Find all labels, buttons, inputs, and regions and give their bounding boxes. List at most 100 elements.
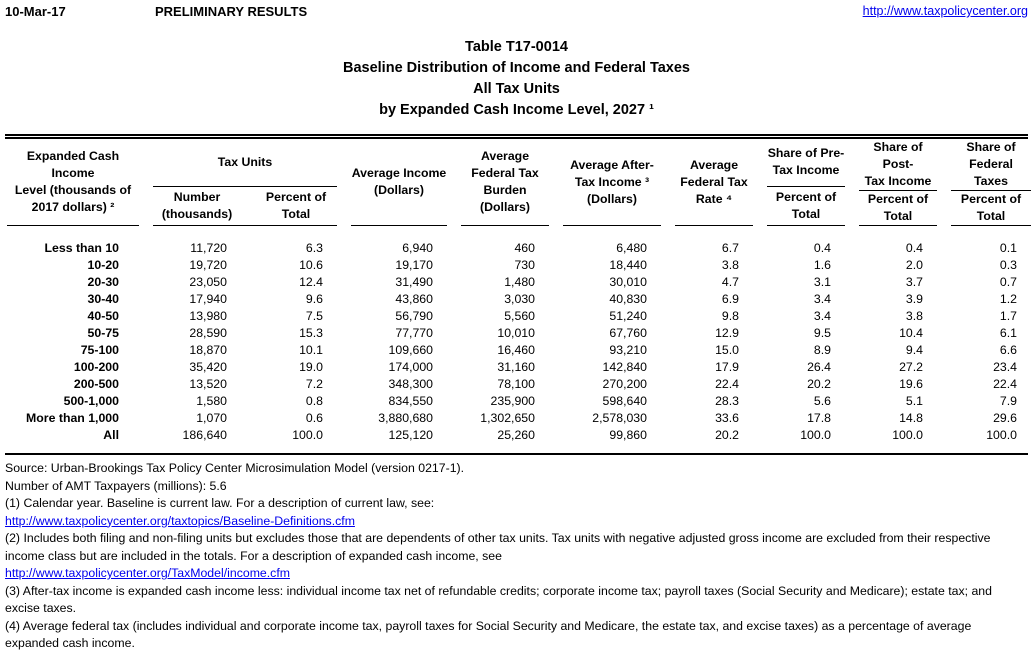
share-pre-tax-percent-of-total: Percent of Total [775, 189, 837, 221]
cell-average-federal-tax-rate: 17.9 [715, 360, 739, 374]
taxpolicycenter-link[interactable]: http://www.taxpolicycenter.org [862, 4, 1028, 18]
cell-average-income: 19,170 [395, 258, 433, 272]
table-title: Baseline Distribution of Income and Fede… [342, 60, 690, 76]
cell-share-federal-taxes: 0.7 [999, 275, 1017, 289]
footnote-3: (3) After-tax income is expanded cash in… [5, 583, 992, 616]
cell-average-federal-tax-burden: 1,480 [504, 275, 535, 289]
cell-share-pre-tax-income: 8.9 [813, 343, 831, 357]
row-label: 100-200 [73, 360, 119, 374]
cell-share-federal-taxes: 22.4 [993, 377, 1017, 391]
cell-share-federal-taxes: 29.6 [993, 411, 1017, 425]
cell-percent-of-total-units: 0.6 [305, 411, 323, 425]
cell-average-federal-tax-burden: 78,100 [497, 377, 535, 391]
table-row: 200-500 13,520 7.2 348,300 78,100 270,20… [5, 376, 1028, 393]
cell-average-federal-tax-rate: 22.4 [715, 377, 739, 391]
cell-percent-of-total-units: 15.3 [299, 326, 323, 340]
share-post-tax-percent-of-total: Percent of Total [867, 192, 929, 223]
cell-average-income: 834,550 [388, 394, 433, 408]
row-label: 30-40 [87, 292, 119, 306]
share-federal-taxes-label: Share of Federal Taxes [966, 140, 1016, 188]
share-post-tax-label: Share of Post- Tax Income [864, 140, 932, 188]
row-label: 75-100 [80, 343, 119, 357]
cell-average-income: 109,660 [388, 343, 433, 357]
col-header-number-thousands: Number (thousands) [161, 189, 233, 221]
cell-number-thousands: 11,720 [190, 241, 227, 255]
cell-average-federal-tax-burden: 235,900 [490, 394, 535, 408]
table-row: 50-75 28,590 15.3 77,770 10,010 67,760 1… [5, 325, 1028, 342]
cell-average-after-tax-income: 2,578,030 [592, 411, 647, 425]
cell-share-federal-taxes: 1.7 [999, 309, 1017, 323]
cell-percent-of-total-units: 12.4 [299, 275, 323, 289]
cell-number-thousands: 28,590 [189, 326, 227, 340]
preliminary-results-label: PRELIMINARY RESULTS [155, 4, 308, 19]
amt-taxpayers-note: Number of AMT Taxpayers (millions): 5.6 [5, 478, 227, 493]
baseline-definitions-link[interactable]: http://www.taxpolicycenter.org/taxtopics… [5, 513, 355, 528]
row-label: 200-500 [73, 377, 119, 391]
title-block: Table T17-0014 Baseline Distribution of … [5, 37, 1028, 121]
cell-share-post-tax-income: 5.1 [905, 394, 923, 408]
table-row: 40-50 13,980 7.5 56,790 5,560 51,240 9.8… [5, 308, 1028, 325]
cell-average-federal-tax-rate: 6.9 [721, 292, 739, 306]
table-header: Expanded Cash Income Level (thousands of… [5, 139, 1031, 226]
cell-number-thousands: 1,580 [196, 394, 227, 408]
table-row: 75-100 18,870 10.1 109,660 16,460 93,210… [5, 342, 1028, 359]
cell-share-post-tax-income: 19.6 [899, 377, 923, 391]
cell-average-federal-tax-rate: 9.8 [721, 309, 739, 323]
cell-average-after-tax-income: 67,760 [609, 326, 647, 340]
data-table: Expanded Cash Income Level (thousands of… [5, 134, 1031, 455]
cell-average-federal-tax-rate: 20.2 [715, 428, 739, 442]
cell-share-federal-taxes: 100.0 [986, 428, 1017, 442]
cell-number-thousands: 1,070 [196, 411, 227, 425]
source-note: Source: Urban-Brookings Tax Policy Cente… [5, 461, 465, 475]
cell-average-after-tax-income: 51,240 [609, 309, 647, 323]
cell-average-after-tax-income: 270,200 [602, 377, 647, 391]
cell-number-thousands: 23,050 [189, 275, 227, 289]
cell-share-post-tax-income: 14.8 [899, 411, 923, 425]
cell-share-pre-tax-income: 100.0 [800, 428, 831, 442]
footnote-2: (2) Includes both filing and non-filing … [5, 531, 991, 563]
cell-share-post-tax-income: 10.4 [899, 326, 923, 340]
table-row: 500-1,000 1,580 0.8 834,550 235,900 598,… [5, 393, 1028, 410]
cell-average-after-tax-income: 18,440 [609, 258, 647, 272]
table-row: All 186,640 100.0 125,120 25,260 99,860 … [5, 427, 1028, 444]
table-row: 20-30 23,050 12.4 31,490 1,480 30,010 4.… [5, 274, 1028, 291]
table-subtitle-level: by Expanded Cash Income Level, 2027 ¹ [379, 102, 654, 118]
row-label: All [103, 428, 119, 442]
footnote-4: (4) Average federal tax (includes indivi… [5, 618, 972, 651]
cell-average-federal-tax-burden: 31,160 [497, 360, 535, 374]
cell-number-thousands: 17,940 [189, 292, 227, 306]
cell-share-post-tax-income: 3.9 [905, 292, 923, 306]
cell-average-federal-tax-burden: 25,260 [497, 428, 535, 442]
cell-average-after-tax-income: 6,480 [616, 241, 647, 255]
row-label: More than 1,000 [26, 411, 119, 425]
cell-share-pre-tax-income: 5.6 [813, 394, 831, 408]
cell-average-after-tax-income: 598,640 [602, 394, 647, 408]
cell-share-federal-taxes: 0.3 [999, 258, 1017, 272]
cell-average-after-tax-income: 30,010 [609, 275, 647, 289]
cell-share-post-tax-income: 27.2 [899, 360, 923, 374]
cell-share-pre-tax-income: 3.4 [813, 309, 831, 323]
cell-average-federal-tax-rate: 12.9 [715, 326, 739, 340]
share-pre-tax-rule [767, 185, 845, 187]
cell-average-federal-tax-rate: 15.0 [715, 343, 739, 357]
table-row: More than 1,000 1,070 0.6 3,880,680 1,30… [5, 410, 1028, 427]
cell-share-federal-taxes: 7.9 [999, 394, 1017, 408]
cell-number-thousands: 18,870 [189, 343, 227, 357]
col-header-average-federal-tax-rate: Average Federal Tax Rate ⁴ [675, 139, 753, 226]
cell-average-after-tax-income: 40,830 [609, 292, 647, 306]
table-bottom-rule [5, 453, 1028, 455]
cell-average-income: 6,940 [402, 241, 433, 255]
table-row: 10-20 19,720 10.6 19,170 730 18,440 3.8 … [5, 257, 1028, 274]
cell-average-federal-tax-burden: 1,302,650 [480, 411, 535, 425]
cell-percent-of-total-units: 100.0 [292, 428, 323, 442]
cell-share-federal-taxes: 6.1 [999, 326, 1017, 340]
row-label: 20-30 [87, 275, 119, 289]
expanded-cash-income-link[interactable]: http://www.taxpolicycenter.org/TaxModel/… [5, 566, 290, 580]
cell-number-thousands: 13,520 [189, 377, 227, 391]
cell-average-income: 56,790 [395, 309, 433, 323]
row-label: 50-75 [87, 326, 119, 340]
cell-percent-of-total-units: 9.6 [305, 292, 323, 306]
col-header-average-after-tax-income: Average After- Tax Income ³ (Dollars) [563, 139, 661, 226]
cell-average-federal-tax-burden: 5,560 [504, 309, 535, 323]
